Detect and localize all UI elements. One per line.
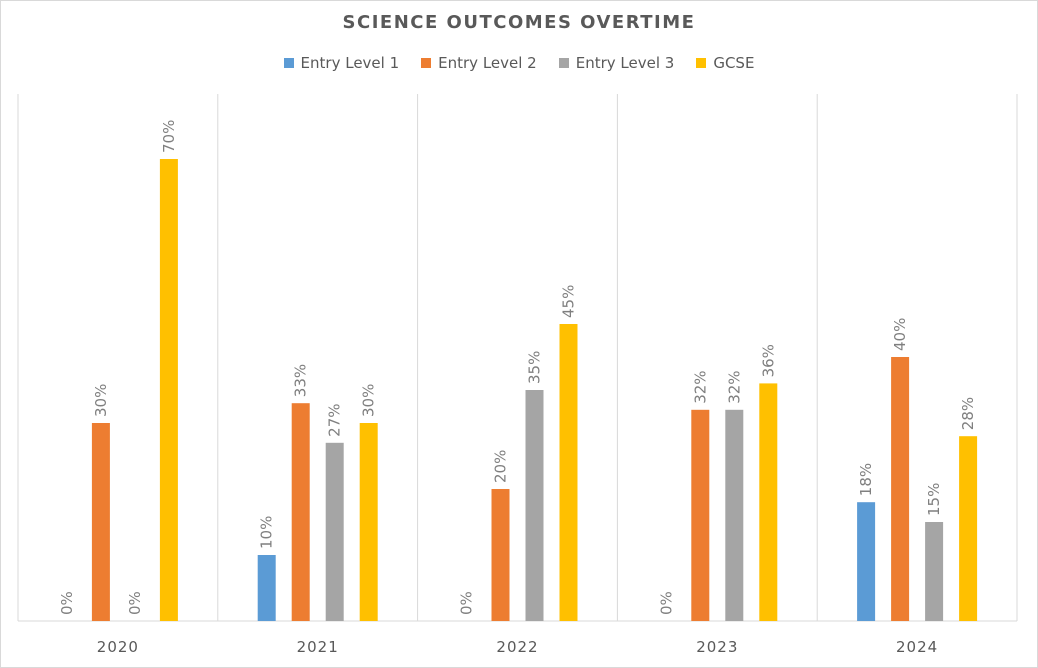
bar <box>491 489 510 621</box>
legend-item-2: Entry Level 3 <box>558 54 675 72</box>
legend-swatch <box>421 58 432 68</box>
bar <box>725 409 744 621</box>
data-label: 40% <box>891 318 909 351</box>
bar <box>257 555 276 621</box>
legend-label: GCSE <box>713 54 755 72</box>
data-label: 0% <box>657 591 675 615</box>
legend-item-3: GCSE <box>696 54 754 72</box>
legend-label: Entry Level 2 <box>438 54 537 72</box>
data-label: 18% <box>857 463 875 496</box>
bar <box>359 423 378 621</box>
legend-swatch <box>558 58 569 68</box>
x-tick-label: 2023 <box>696 638 738 656</box>
data-label: 45% <box>560 285 578 318</box>
data-label: 33% <box>292 364 310 397</box>
bar <box>559 324 578 621</box>
bar <box>91 423 110 621</box>
x-tick-label: 2020 <box>97 638 139 656</box>
bar <box>325 442 344 621</box>
data-label: 32% <box>691 370 709 403</box>
legend-swatch <box>696 58 707 68</box>
bar <box>525 390 544 621</box>
x-tick-label: 2024 <box>896 638 938 656</box>
bar <box>925 522 944 621</box>
data-label: 70% <box>160 120 178 153</box>
chart-title: SCIENCE OUTCOMES OVERTIME <box>342 12 696 33</box>
data-label: 30% <box>360 384 378 417</box>
bar <box>291 403 310 621</box>
data-label: 20% <box>492 450 510 483</box>
bar <box>691 409 710 621</box>
data-label: 0% <box>458 591 476 615</box>
legend-swatch <box>283 58 294 68</box>
bar <box>159 159 178 621</box>
bar <box>891 357 910 621</box>
legend-item-1: Entry Level 2 <box>421 54 537 72</box>
data-label: 0% <box>58 591 76 615</box>
x-tick-label: 2021 <box>297 638 339 656</box>
data-label: 32% <box>725 370 743 403</box>
bar <box>759 383 778 621</box>
data-label: 28% <box>959 397 977 430</box>
legend-label: Entry Level 1 <box>300 54 400 72</box>
legend-label: Entry Level 3 <box>575 54 675 72</box>
legend-item-0: Entry Level 1 <box>283 54 400 72</box>
data-label: 35% <box>526 351 544 384</box>
x-tick-label: 2022 <box>496 638 538 656</box>
data-label: 10% <box>258 516 276 549</box>
data-label: 0% <box>126 591 144 615</box>
data-label: 36% <box>759 344 777 377</box>
data-label: 27% <box>326 403 344 436</box>
data-label: 30% <box>92 384 110 417</box>
legend: Entry Level 1 Entry Level 2 Entry Level 3 G… <box>0 54 1038 72</box>
data-label: 15% <box>925 483 943 516</box>
bar <box>959 436 978 621</box>
bar <box>857 502 876 621</box>
